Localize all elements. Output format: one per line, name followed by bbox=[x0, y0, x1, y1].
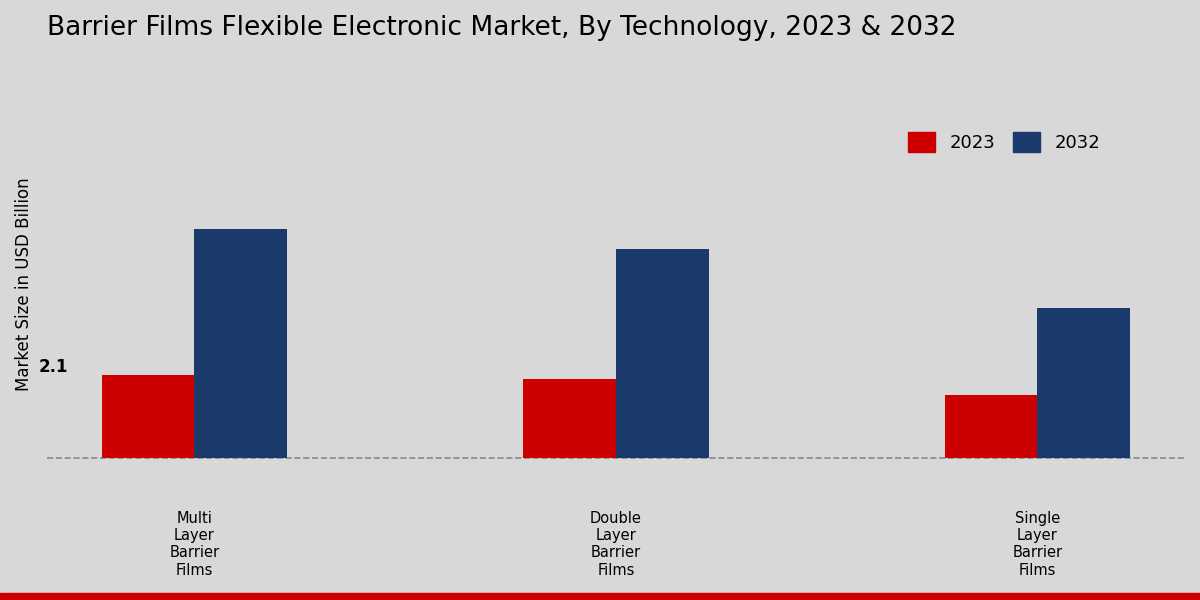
Bar bbox=[523, 379, 616, 458]
Bar bbox=[194, 229, 287, 458]
Text: Barrier Films Flexible Electronic Market, By Technology, 2023 & 2032: Barrier Films Flexible Electronic Market… bbox=[47, 15, 956, 41]
Y-axis label: Market Size in USD Billion: Market Size in USD Billion bbox=[14, 178, 34, 391]
Bar bbox=[944, 395, 1038, 458]
Legend: 2023, 2032: 2023, 2032 bbox=[901, 125, 1108, 159]
Bar bbox=[616, 248, 709, 458]
Text: 2.1: 2.1 bbox=[38, 358, 68, 376]
Bar bbox=[102, 375, 194, 458]
Bar bbox=[1038, 308, 1130, 458]
